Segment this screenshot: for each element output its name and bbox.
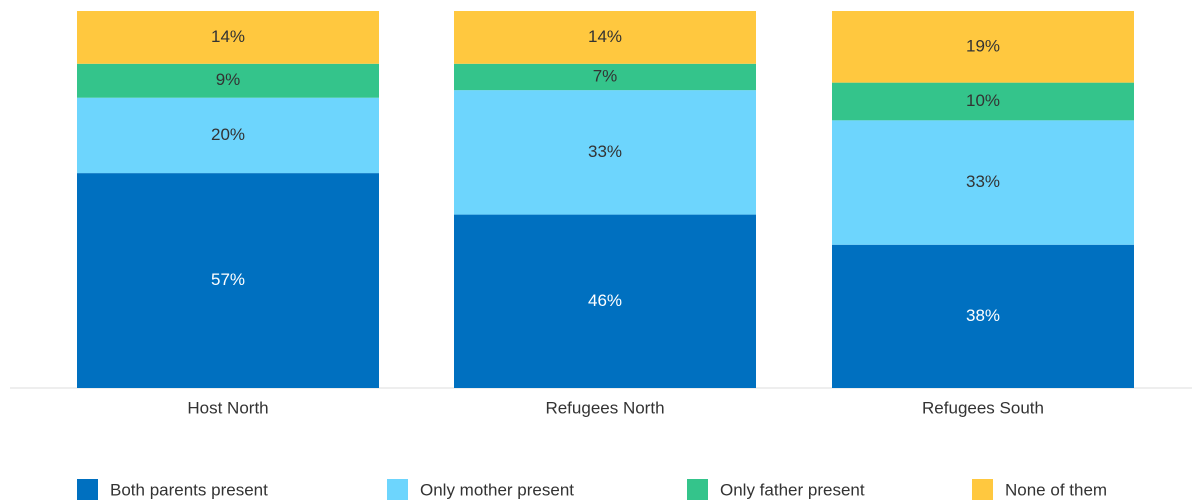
bar-segment (454, 63, 756, 91)
legend-label: Only father present (720, 480, 865, 499)
bar-segment (77, 11, 379, 64)
legend-swatch (77, 479, 98, 500)
bar-segment (832, 11, 1134, 83)
value-label: 10% (966, 91, 1000, 110)
legend-label: Only mother present (420, 480, 574, 499)
bar-segment (832, 120, 1134, 245)
x-tick-label: Refugees North (545, 398, 664, 417)
bar-segment (454, 11, 756, 64)
x-tick-label: Host North (187, 398, 268, 417)
value-label: 33% (966, 172, 1000, 191)
value-label: 20% (211, 125, 245, 144)
legend-swatch (387, 479, 408, 500)
bar-segment (77, 97, 379, 174)
legend-label: Both parents present (110, 480, 268, 499)
bar-segment (832, 82, 1134, 121)
x-tick-label: Refugees South (922, 398, 1044, 417)
bar-segment (454, 214, 756, 388)
value-label: 33% (588, 142, 622, 161)
legend-label: None of them (1005, 480, 1107, 499)
value-label: 14% (211, 27, 245, 46)
legend-swatch (687, 479, 708, 500)
bar-segment (77, 173, 379, 388)
value-label: 57% (211, 270, 245, 289)
value-label: 7% (593, 66, 618, 85)
value-label: 14% (588, 27, 622, 46)
bar-segment (454, 90, 756, 215)
bar-segment (77, 63, 379, 98)
value-label: 38% (966, 306, 1000, 325)
legend-swatch (972, 479, 993, 500)
bar-segment (832, 244, 1134, 388)
value-label: 9% (216, 70, 241, 89)
value-label: 19% (966, 36, 1000, 55)
value-label: 46% (588, 291, 622, 310)
